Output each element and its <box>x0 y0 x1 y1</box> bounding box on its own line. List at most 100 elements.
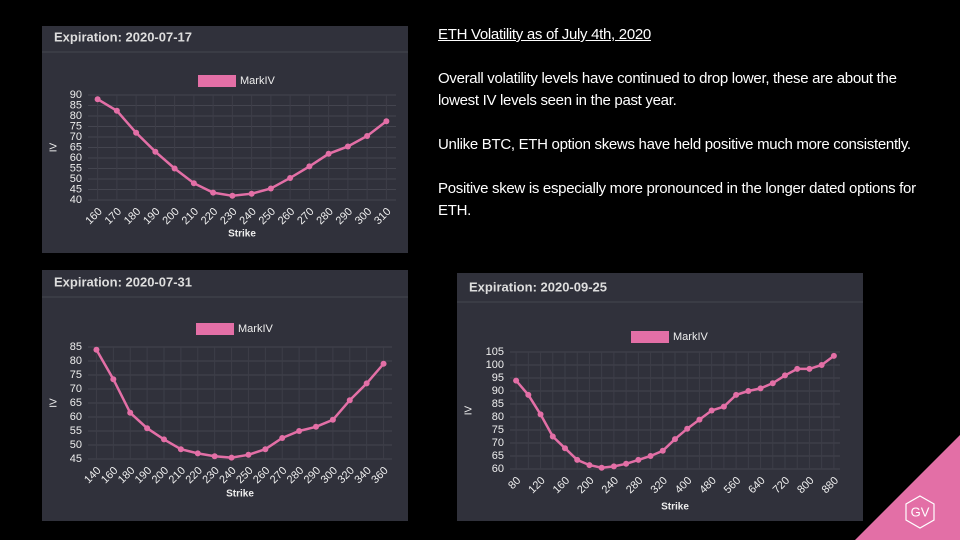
panel-bg <box>42 26 408 253</box>
text-block: ETH Volatility as of July 4th, 2020 Over… <box>438 24 928 244</box>
y-tick-label: 100 <box>486 359 504 371</box>
point <box>262 446 269 453</box>
y-tick-label: 95 <box>492 372 504 384</box>
legend-label: MarkIV <box>238 323 274 335</box>
point <box>733 391 740 398</box>
point <box>586 462 593 469</box>
text-title: ETH Volatility as of July 4th, 2020 <box>438 26 651 43</box>
logo-text: GV <box>911 504 930 519</box>
point <box>525 391 532 398</box>
y-axis-label: IV <box>49 142 60 152</box>
y-tick-label: 65 <box>70 397 82 409</box>
y-tick-label: 85 <box>70 341 82 353</box>
y-tick-label: 75 <box>492 424 504 436</box>
point <box>344 143 351 150</box>
chart-title: Expiration: 2020-07-17 <box>54 29 192 44</box>
series-line <box>95 349 385 459</box>
point <box>190 180 197 187</box>
point <box>245 451 252 458</box>
point <box>806 365 813 372</box>
point <box>211 453 218 460</box>
y-tick-label: 70 <box>492 437 504 449</box>
point <box>769 380 776 387</box>
point <box>363 380 370 387</box>
panel-bg <box>457 273 863 521</box>
point <box>745 388 752 394</box>
y-tick-label: 40 <box>70 194 82 206</box>
point <box>194 450 201 457</box>
point <box>782 372 788 379</box>
logo-triangle <box>855 435 960 540</box>
point <box>623 460 630 467</box>
y-tick-label: 65 <box>492 450 504 462</box>
point <box>537 411 544 418</box>
y-tick-label: 85 <box>492 398 504 410</box>
y-tick-label: 45 <box>70 453 82 465</box>
legend-swatch <box>631 331 669 343</box>
point <box>364 132 371 139</box>
point <box>296 428 303 434</box>
point <box>684 425 691 432</box>
y-tick-label: 90 <box>492 385 504 397</box>
legend-swatch <box>196 323 234 335</box>
point <box>113 107 120 114</box>
y-tick-label: 85 <box>70 99 82 111</box>
y-axis-label: IV <box>49 398 60 408</box>
y-tick-label: 65 <box>70 141 82 153</box>
point <box>210 189 217 196</box>
y-tick-label: 75 <box>70 369 82 381</box>
paragraph: Overall volatility levels have continued… <box>438 70 897 109</box>
y-tick-label: 105 <box>486 346 504 358</box>
point <box>659 447 666 454</box>
point <box>267 185 274 192</box>
point <box>93 346 100 353</box>
point <box>647 453 654 459</box>
y-tick-label: 80 <box>70 110 82 122</box>
point <box>562 445 568 452</box>
point <box>610 463 617 470</box>
point <box>380 360 387 367</box>
point <box>757 385 764 392</box>
point <box>830 352 837 359</box>
point <box>94 96 101 103</box>
point <box>794 365 801 372</box>
legend-swatch <box>198 75 236 87</box>
point <box>306 163 313 170</box>
y-tick-label: 90 <box>70 89 82 101</box>
chart-panel: Expiration: 2020-09-25606570758085909510… <box>457 273 863 521</box>
panel-bg <box>42 270 408 521</box>
point <box>152 148 159 155</box>
legend-label: MarkIV <box>673 331 709 343</box>
y-tick-label: 60 <box>70 152 82 164</box>
point <box>574 456 581 463</box>
point <box>287 174 294 181</box>
y-axis-label: IV <box>464 405 475 415</box>
chart-panel: Expiration: 2020-07-31 45 50 55 60 65 70 75 80 85… <box>42 270 408 521</box>
paragraph: Positive skew is especially more pronoun… <box>438 180 916 219</box>
point <box>635 456 642 463</box>
point <box>513 377 520 384</box>
point <box>144 425 151 432</box>
point <box>708 407 715 414</box>
y-tick-label: 80 <box>70 355 82 367</box>
point <box>383 118 390 125</box>
x-axis-label: Strike <box>228 229 256 240</box>
logo-hexagon <box>905 495 935 529</box>
point <box>696 416 703 423</box>
x-axis-label: Strike <box>226 489 254 500</box>
point <box>248 190 255 197</box>
point <box>177 446 184 453</box>
point <box>228 454 235 461</box>
chart-title: Expiration: 2020-07-31 <box>54 274 192 289</box>
y-tick-label: 55 <box>70 162 82 174</box>
x-axis-label: Strike <box>661 502 689 513</box>
y-tick-label: 70 <box>70 383 82 395</box>
point <box>329 416 336 423</box>
point <box>313 423 319 430</box>
point <box>720 403 727 410</box>
point <box>325 150 332 157</box>
legend-label: MarkIV <box>240 75 276 87</box>
point <box>279 435 286 441</box>
chart-panel: Expiration: 2020-07-17 404550556065707580… <box>42 26 408 253</box>
